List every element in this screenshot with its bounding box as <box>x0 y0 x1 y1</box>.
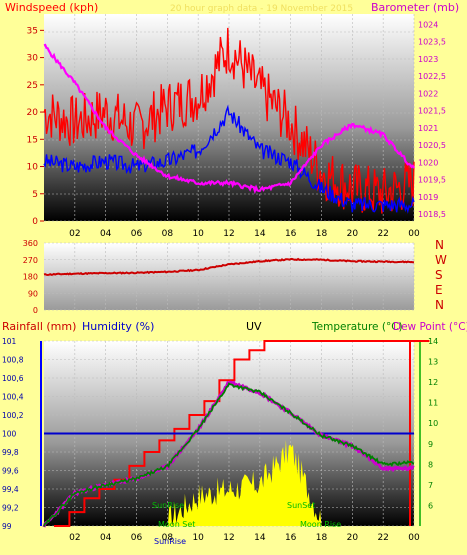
wind-tick-label: 25 <box>27 81 38 91</box>
x-tick-label: 18 <box>316 533 328 543</box>
direction-tick-label: 360 <box>23 239 38 248</box>
x-tick-label: 08 <box>162 533 174 543</box>
x-tick-label: 18 <box>316 229 328 239</box>
temperature-tick-label: 7 <box>428 481 433 490</box>
barometer-tick-label: 1020,5 <box>418 141 446 150</box>
rainfall-tick-label: 99,2 <box>2 504 19 513</box>
temperature-tick-label: 10 <box>428 419 438 428</box>
temperature-tick-label: 14 <box>428 337 438 346</box>
wind-panel-bg <box>44 14 414 221</box>
barometer-tick-label: 1023 <box>418 55 438 64</box>
x-tick-label: 06 <box>131 229 143 239</box>
temperature-tick-label: 9 <box>428 440 433 449</box>
rainfall-tick-label: 99,4 <box>2 485 19 494</box>
compass-label: N <box>435 238 444 252</box>
barometer-tick-label: 1023,5 <box>418 38 446 47</box>
sunset-label: SunSet <box>287 501 315 510</box>
x-tick-label: 00 <box>408 229 420 239</box>
x-tick-label: 14 <box>254 229 266 239</box>
sunrise-label: SunRise <box>152 501 184 510</box>
dewpoint-axis-title: Dew Point (°C) <box>393 321 467 333</box>
compass-label: S <box>435 268 443 282</box>
wind-tick-label: 0 <box>32 217 38 227</box>
x-tick-label: 04 <box>100 229 112 239</box>
moonset-label: Moon Set <box>158 520 195 529</box>
graph-faint-title: 20 hour graph data - 19 November 2015 <box>170 4 353 14</box>
direction-tick-label: 270 <box>23 256 38 265</box>
x-tick-label: 02 <box>69 533 80 543</box>
temperature-tick-label: 8 <box>428 460 433 469</box>
x-tick-label: 12 <box>223 533 234 543</box>
solar-radiation-area <box>44 440 414 526</box>
x-tick-label: 14 <box>254 533 266 543</box>
compass-label: E <box>435 283 443 297</box>
x-tick-label: 08 <box>162 229 174 239</box>
rainfall-tick-label: 101 <box>2 337 17 346</box>
x-tick-label: 00 <box>408 533 420 543</box>
sunrise-axis-label: SunRise <box>154 537 186 546</box>
humidity-axis-title: Humidity (%) <box>82 320 154 333</box>
temperature-tick-label: 13 <box>428 358 438 367</box>
direction-tick-label: 0 <box>33 306 38 315</box>
barometer-tick-label: 1024 <box>418 20 438 29</box>
x-tick-label: 12 <box>223 229 234 239</box>
rainfall-tick-label: 100,4 <box>2 393 24 402</box>
wind-tick-label: 10 <box>27 163 39 173</box>
direction-tick-label: 90 <box>28 289 38 298</box>
x-tick-label: 22 <box>377 229 388 239</box>
x-tick-label: 20 <box>347 229 359 239</box>
x-tick-label: 16 <box>285 533 297 543</box>
barometer-tick-label: 1022 <box>418 89 438 98</box>
barometer-tick-label: 1019,5 <box>418 176 446 185</box>
x-tick-label: 02 <box>69 229 80 239</box>
compass-label: N <box>435 298 444 312</box>
wind-tick-label: 15 <box>27 135 38 145</box>
rainfall-tick-label: 100,2 <box>2 411 24 420</box>
temperature-tick-label: 11 <box>428 399 438 408</box>
x-tick-label: 04 <box>100 533 112 543</box>
barometer-tick-label: 1020 <box>418 158 438 167</box>
x-tick-label: 06 <box>131 533 143 543</box>
temperature-tick-label: 12 <box>428 378 438 387</box>
barometer-tick-label: 1021,5 <box>418 107 446 116</box>
rainfall-axis-title: Rainfall (mm) <box>2 320 76 333</box>
rainfall-tick-label: 99,8 <box>2 448 19 457</box>
temperature-axis-title: Temperature (°C) <box>311 321 403 333</box>
wind-axis-title: Windspeed (kph) <box>5 1 98 14</box>
wind-direction-series <box>43 257 415 277</box>
wind-tick-label: 5 <box>32 190 38 200</box>
rainfall-series <box>54 340 430 527</box>
x-tick-label: 10 <box>192 533 204 543</box>
uv-axis-title: UV <box>246 320 262 333</box>
wind-average-series <box>43 104 415 214</box>
barometer-tick-label: 1018,5 <box>418 210 446 219</box>
x-tick-label: 16 <box>285 229 297 239</box>
barometer-axis-title: Barometer (mb) <box>371 1 459 14</box>
wind-tick-label: 30 <box>27 54 39 64</box>
wind-tick-label: 20 <box>27 108 39 118</box>
wind-tick-label: 35 <box>27 26 38 36</box>
x-tick-label: 10 <box>192 229 204 239</box>
rainfall-tick-label: 99 <box>2 522 12 531</box>
direction-tick-label: 180 <box>23 273 38 282</box>
barometer-tick-label: 1019 <box>418 193 438 202</box>
rainfall-tick-label: 99,6 <box>2 467 19 476</box>
rainfall-tick-label: 100,8 <box>2 356 24 365</box>
compass-label: W <box>435 253 447 267</box>
rainfall-tick-label: 100 <box>2 430 17 439</box>
rainfall-tick-label: 100,6 <box>2 374 24 383</box>
temperature-series <box>43 382 415 527</box>
moonrise-label: Moon Rise <box>300 520 341 529</box>
windspeed-series <box>43 27 415 214</box>
temperature-tick-label: 6 <box>428 501 433 510</box>
barometer-tick-label: 1022,5 <box>418 72 446 81</box>
x-tick-label: 22 <box>377 533 388 543</box>
barometer-series <box>43 43 415 195</box>
x-tick-label: 20 <box>347 533 359 543</box>
barometer-tick-label: 1021 <box>418 124 438 133</box>
